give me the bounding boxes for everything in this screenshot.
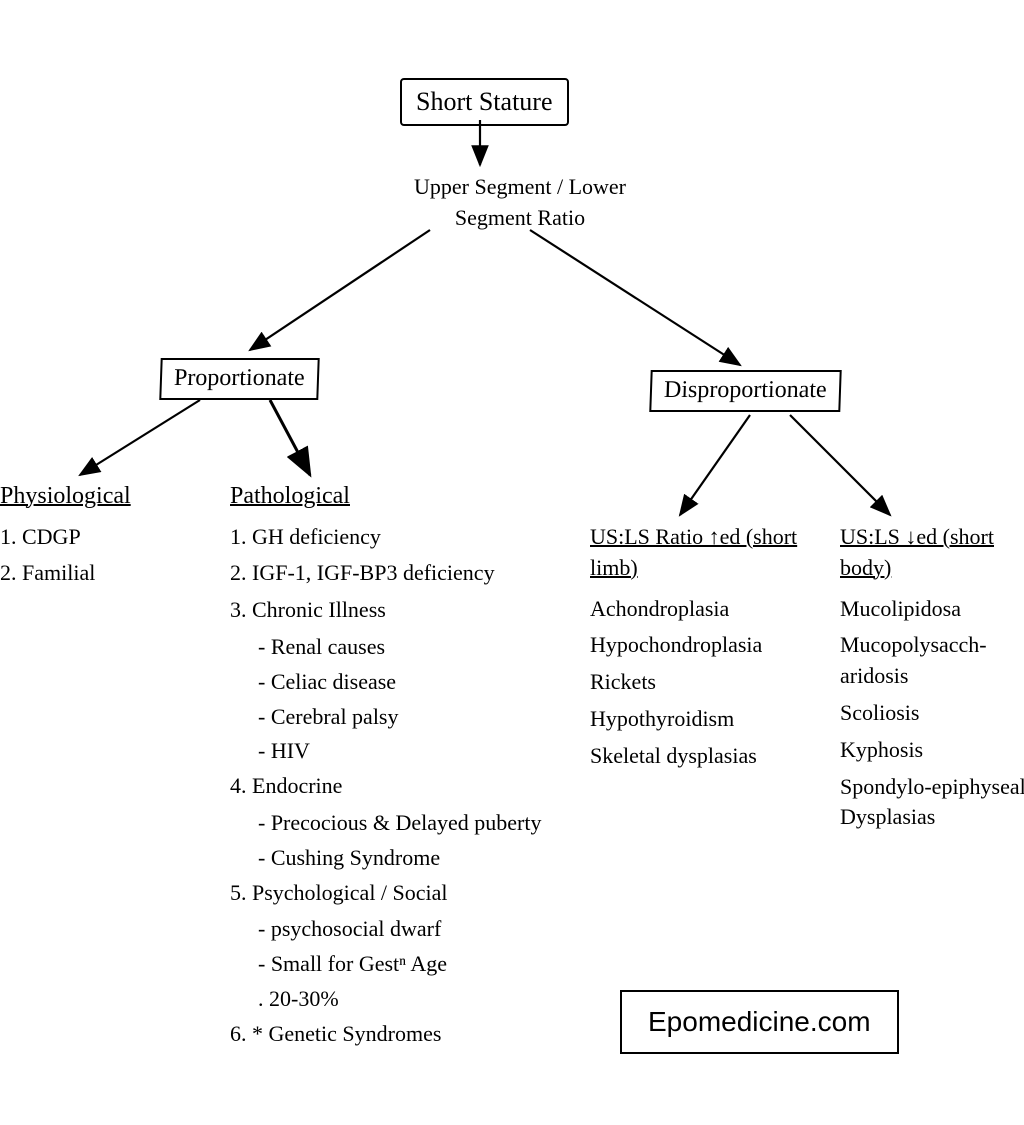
- pathological-section: Pathological 1. GH deficiency 2. IGF-1, …: [230, 480, 560, 1056]
- list-item: . 20-30%: [230, 984, 560, 1015]
- ratio-dec-section: US:LS ↓ed (short body) Mucolipidosa Muco…: [840, 522, 1024, 839]
- list-item: Mucopolysacch-aridosis: [840, 630, 1024, 692]
- ratio-inc-section: US:LS Ratio ↑ed (short limb) Achondropla…: [590, 522, 800, 778]
- proportionate-node: Proportionate: [159, 358, 319, 400]
- watermark: Epomedicine.com: [620, 990, 899, 1054]
- list-item: 1. CDGP: [0, 522, 180, 553]
- ratio-inc-header: US:LS Ratio ↑ed (short limb): [590, 522, 800, 584]
- list-item: 1. GH deficiency: [230, 522, 560, 553]
- list-item: 2. IGF-1, IGF-BP3 deficiency: [230, 558, 560, 589]
- list-item: Hypochondroplasia: [590, 630, 800, 661]
- list-item: Mucolipidosa: [840, 594, 1024, 625]
- physiological-header: Physiological: [0, 480, 180, 514]
- physiological-section: Physiological 1. CDGP 2. Familial: [0, 480, 180, 595]
- ratio-dec-header: US:LS ↓ed (short body): [840, 522, 1024, 584]
- list-item: - Renal causes: [230, 632, 560, 663]
- list-item: Rickets: [590, 667, 800, 698]
- pathological-header: Pathological: [230, 480, 560, 514]
- root-node: Short Stature: [400, 78, 569, 126]
- list-item: Skeletal dysplasias: [590, 741, 800, 772]
- list-item: - Small for Gestⁿ Age: [230, 949, 560, 980]
- list-item: - HIV: [230, 736, 560, 767]
- list-item: - Precocious & Delayed puberty: [230, 808, 560, 839]
- list-item: 2. Familial: [0, 558, 180, 589]
- list-item: Spondylo-epiphyseal Dysplasias: [840, 772, 1024, 834]
- list-item: Hypothyroidism: [590, 704, 800, 735]
- list-item: - Cerebral palsy: [230, 702, 560, 733]
- list-item: - Cushing Syndrome: [230, 843, 560, 874]
- list-item: 4. Endocrine: [230, 771, 560, 802]
- list-item: 6. * Genetic Syndromes: [230, 1019, 560, 1050]
- list-item: - psychosocial dwarf: [230, 914, 560, 945]
- disproportionate-label: Disproportionate: [664, 377, 828, 403]
- list-item: Achondroplasia: [590, 594, 800, 625]
- disproportionate-node: Disproportionate: [649, 370, 841, 412]
- list-item: - Celiac disease: [230, 667, 560, 698]
- list-item: Kyphosis: [840, 735, 1024, 766]
- list-item: 3. Chronic Illness: [230, 595, 560, 626]
- root-label: Short Stature: [416, 87, 553, 116]
- list-item: 5. Psychological / Social: [230, 878, 560, 909]
- list-item: Scoliosis: [840, 698, 1024, 729]
- proportionate-label: Proportionate: [174, 365, 306, 391]
- ratio-label: Upper Segment / Lower Segment Ratio: [390, 172, 650, 234]
